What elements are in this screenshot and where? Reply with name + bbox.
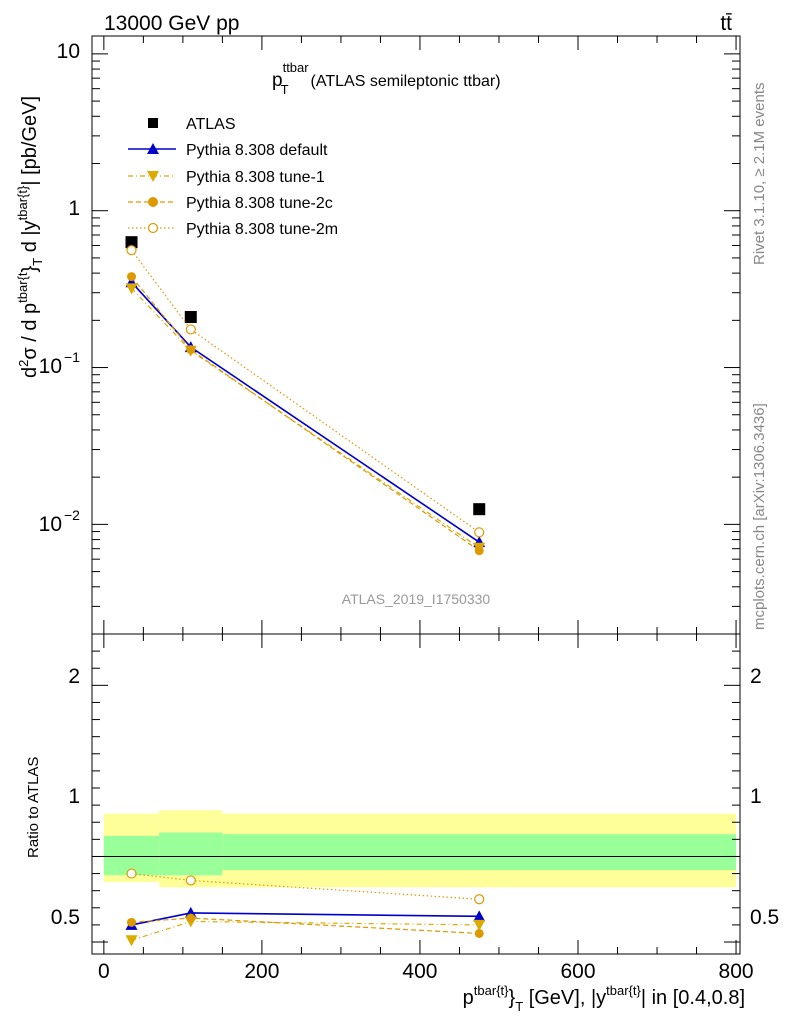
ratio-y-tick-label-2-right: 2 xyxy=(750,665,762,688)
main-pythia-8-308-tune-1-point-0 xyxy=(125,283,138,295)
energy-label: 13000 GeV pp xyxy=(104,12,239,35)
ratio-uncertainty-bands xyxy=(92,810,740,888)
ratio-pythia-8-308-tune-1-point-2 xyxy=(473,919,486,931)
ratio-pythia-8-308-tune-2m-point-2 xyxy=(474,894,485,905)
y-tick-label-0.01-exponent: −2 xyxy=(64,507,80,523)
main-pythia-8-308-tune-2m-line xyxy=(131,249,480,533)
legend-atlas-label: ATLAS xyxy=(186,116,236,133)
ratio-pythia-8-308-tune-2m-line xyxy=(131,872,480,900)
legend-entry-default: Pythia 8.308 default xyxy=(128,142,328,159)
x-axis-title: ptbar{t}}T [GeV], |ytbar{t}| in [0.4,0.8… xyxy=(463,983,745,1014)
x-tick-label-800: 800 xyxy=(719,960,754,983)
legend-default-marker xyxy=(147,143,159,154)
ratio-series-layer xyxy=(125,868,486,947)
main-atlas-point-1 xyxy=(184,311,197,324)
ratio-pythia-8-308-default-point-2 xyxy=(473,910,486,922)
legend-default-label: Pythia 8.308 default xyxy=(186,142,328,159)
ratio-inner-band-2 xyxy=(222,834,737,871)
ratio-pythia-8-308-tune-2m-point-0 xyxy=(126,868,137,879)
legend-tune-1-label: Pythia 8.308 tune-1 xyxy=(186,169,325,186)
legend-tune-2m-marker xyxy=(147,222,159,234)
main-y-axis-ticks xyxy=(92,36,740,635)
ratio-pythia-8-308-tune-2c-point-1 xyxy=(186,913,196,923)
legend-tune-2c-marker xyxy=(148,197,158,207)
y-tick-label-0.1-exponent: −1 xyxy=(64,349,80,365)
ratio-pythia-8-308-tune-2m-point-1 xyxy=(185,875,196,886)
ratio-axis-ticks xyxy=(92,634,740,954)
ratio-y-axis-title: Ratio to ATLAS xyxy=(25,757,42,858)
main-pythia-8-308-tune-1-line xyxy=(131,287,480,549)
legend-entry-tune-1: Pythia 8.308 tune-1 xyxy=(128,169,325,186)
ratio-y-tick-label-0.5: 0.5 xyxy=(51,906,80,929)
y-tick-label-10: 10 xyxy=(57,40,80,63)
y-tick-label-0.01: 10 xyxy=(39,513,62,536)
rivet-label: Rivet 3.1.10, ≥ 2.1M events xyxy=(751,83,768,266)
main-pythia-8-308-tune-2c-point-1 xyxy=(186,345,196,355)
main-pythia-8-308-tune-2m-point-1 xyxy=(185,324,196,335)
main-pythia-8-308-tune-2c-point-2 xyxy=(474,546,484,556)
main-pythia-8-308-tune-2m-point-2 xyxy=(474,527,485,538)
ratio-pythia-8-308-tune-2c-point-2 xyxy=(474,928,484,938)
x-tick-label-0: 0 xyxy=(98,960,110,983)
y-tick-label-1: 1 xyxy=(68,197,80,220)
x-tick-labels: 0 200 400 600 800 xyxy=(98,960,754,983)
main-panel: 10 1 10 −1 10 −2 d2σ / d ptbar{t}T d |yt… xyxy=(15,35,741,635)
ratio-pythia-8-308-tune-1-point-0 xyxy=(125,935,138,947)
legend-atlas-marker xyxy=(148,118,158,128)
legend-tune-2m-label: Pythia 8.308 tune-2m xyxy=(186,221,338,238)
ratio-inner-band-1 xyxy=(159,832,223,876)
x-tick-label-400: 400 xyxy=(402,960,437,983)
main-y-axis-title: d2σ / d ptbar{t}T d |ytbar{t}| [pb/GeV] xyxy=(15,96,45,378)
ratio-y-tick-label-0.5-right: 0.5 xyxy=(750,906,779,929)
ratio-pythia-8-308-tune-2c-point-0 xyxy=(127,917,137,927)
main-series-layer xyxy=(125,236,486,556)
legend-entry-atlas: ATLAS xyxy=(148,116,236,133)
main-pythia-8-308-default-line xyxy=(130,281,480,543)
main-atlas-point-0 xyxy=(125,236,138,249)
plot-title: pttbar T (ATLAS semileptonic ttbar) xyxy=(272,60,501,97)
main-pythia-8-308-tune-2m-point-0 xyxy=(126,245,137,256)
ratio-y-tick-label-1: 1 xyxy=(68,785,80,808)
main-pythia-8-308-tune-2c-point-0 xyxy=(127,272,137,282)
analysis-watermark: ATLAS_2019_I1750330 xyxy=(342,591,491,607)
x-tick-label-600: 600 xyxy=(560,960,595,983)
ratio-frame xyxy=(91,633,741,955)
legend: ATLAS Pythia 8.308 default Pythia 8.308 … xyxy=(128,116,338,238)
x-tick-label-200: 200 xyxy=(244,960,279,983)
legend-entry-tune-2c: Pythia 8.308 tune-2c xyxy=(128,195,333,212)
main-pythia-8-308-tune-2c-line xyxy=(131,276,480,552)
ratio-y-tick-label-2: 2 xyxy=(68,665,80,688)
ratio-y-tick-label-1-right: 1 xyxy=(750,785,762,808)
process-label: tt̄ xyxy=(720,12,732,35)
legend-entry-tune-2m: Pythia 8.308 tune-2m xyxy=(128,221,338,238)
legend-tune-1-marker xyxy=(147,171,159,182)
ratio-panel: 2 1 0.5 2 1 0.5 Ratio to ATLAS 0 200 400 60… xyxy=(25,633,779,1014)
y-tick-label-0.1: 10 xyxy=(39,355,62,378)
mcplots-label: mcplots.cern.ch [arXiv:1306.3436] xyxy=(751,403,768,630)
main-atlas-point-2 xyxy=(473,503,486,516)
ratio-pythia-8-308-tune-2c-line xyxy=(131,917,480,935)
legend-tune-2c-label: Pythia 8.308 tune-2c xyxy=(186,195,333,212)
